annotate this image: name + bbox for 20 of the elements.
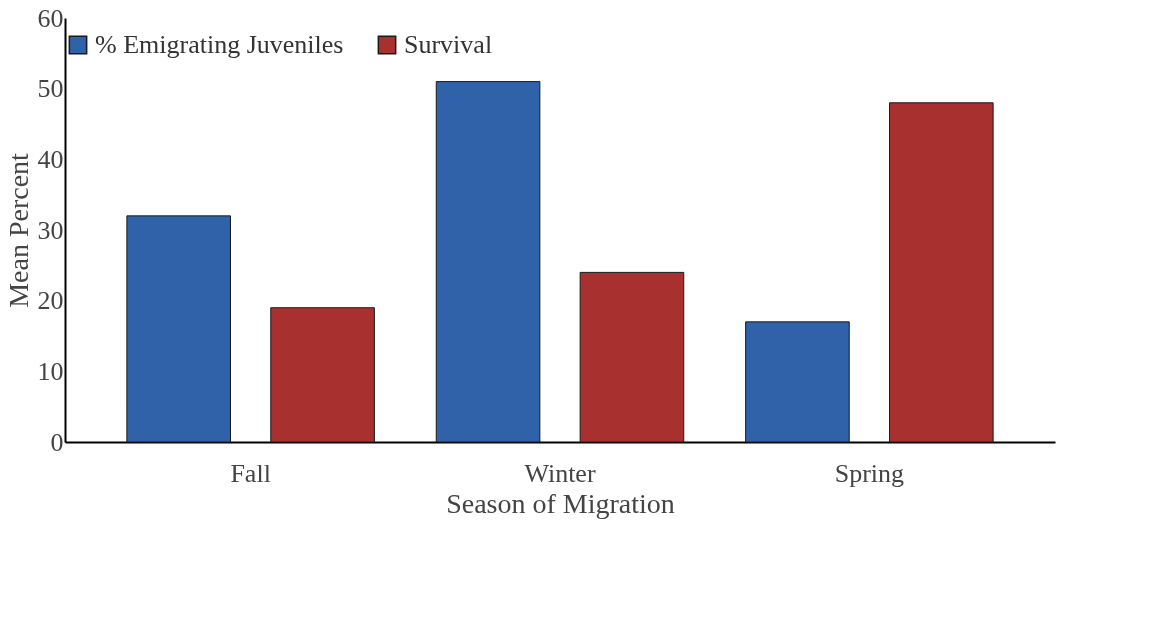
x-tick-label: Winter — [524, 458, 596, 488]
x-tick-label: Fall — [230, 458, 271, 488]
y-tick-label: 30 — [37, 215, 64, 245]
legend-label: % Emigrating Juveniles — [95, 30, 344, 59]
y-tick-label: 50 — [37, 74, 64, 104]
bar — [270, 307, 375, 443]
bar — [745, 321, 850, 443]
y-tick-label: 0 — [50, 427, 64, 457]
x-axis-title: Season of Migration — [446, 487, 675, 519]
y-tick-label: 10 — [37, 356, 64, 386]
x-tick-label: Spring — [834, 458, 905, 488]
bar — [579, 271, 685, 443]
bar — [435, 81, 541, 443]
y-tick-label: 20 — [37, 286, 64, 316]
bar — [889, 102, 994, 443]
y-tick-label: 40 — [37, 144, 64, 174]
legend-label: Survival — [404, 30, 493, 59]
bar — [126, 215, 231, 443]
y-axis-title: Mean Percent — [2, 152, 34, 308]
y-tick-label: 60 — [37, 3, 64, 33]
